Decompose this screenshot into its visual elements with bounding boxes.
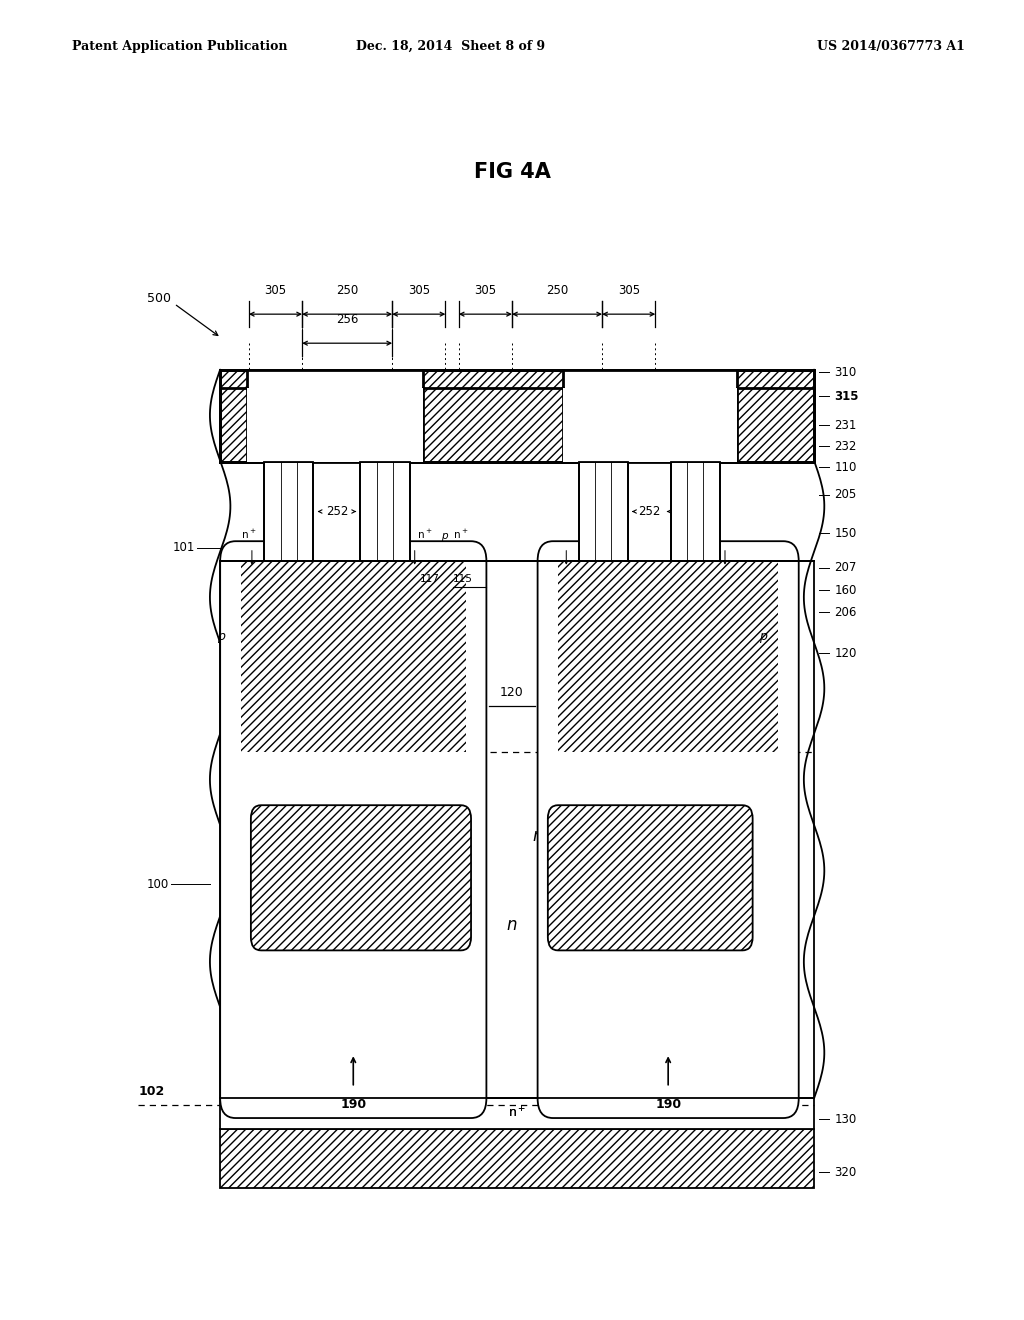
Bar — [247, 388, 423, 462]
Text: 190: 190 — [340, 1098, 367, 1111]
Bar — [671, 462, 720, 561]
Text: 100: 100 — [146, 878, 169, 891]
Text: US 2014/0367773 A1: US 2014/0367773 A1 — [817, 40, 965, 53]
Text: 110: 110 — [835, 461, 857, 474]
Text: 310: 310 — [835, 366, 857, 379]
Text: 130: 130 — [835, 1113, 857, 1126]
Text: n: n — [507, 916, 517, 935]
FancyBboxPatch shape — [251, 805, 471, 950]
Text: 231: 231 — [835, 418, 857, 432]
Bar — [579, 462, 628, 561]
Text: Patent Application Publication: Patent Application Publication — [72, 40, 287, 53]
Text: 252: 252 — [326, 506, 348, 517]
Text: 305: 305 — [617, 284, 640, 297]
Text: n$^+$: n$^+$ — [417, 528, 433, 541]
Text: 120: 120 — [500, 686, 524, 700]
Text: 232: 232 — [835, 440, 857, 453]
Text: 315: 315 — [835, 389, 859, 403]
Bar — [558, 561, 778, 752]
Text: 206: 206 — [835, 606, 857, 619]
Text: n$^+$: n$^+$ — [508, 1106, 526, 1121]
Bar — [563, 388, 737, 462]
Text: 250: 250 — [546, 284, 568, 297]
Bar — [220, 561, 814, 1098]
FancyBboxPatch shape — [548, 805, 753, 950]
Bar — [360, 462, 410, 561]
Bar — [628, 462, 671, 561]
Text: 305: 305 — [264, 284, 287, 297]
Text: 101: 101 — [172, 541, 195, 554]
Bar — [220, 1129, 814, 1188]
Bar — [579, 462, 628, 561]
Text: n$^+$: n$^+$ — [508, 1106, 526, 1121]
Text: 305: 305 — [408, 284, 430, 297]
Text: Dec. 18, 2014  Sheet 8 of 9: Dec. 18, 2014 Sheet 8 of 9 — [356, 40, 545, 53]
Text: 150: 150 — [835, 527, 857, 540]
Text: p: p — [759, 631, 767, 643]
Text: n$^+$: n$^+$ — [453, 528, 469, 541]
Text: 250: 250 — [336, 284, 358, 297]
Text: 205: 205 — [835, 488, 857, 502]
Bar — [241, 561, 466, 752]
Bar — [671, 462, 720, 561]
FancyBboxPatch shape — [220, 541, 486, 1118]
Text: 190: 190 — [655, 1098, 681, 1111]
Bar — [264, 462, 313, 561]
Text: 207: 207 — [835, 561, 857, 574]
Bar — [247, 370, 423, 462]
Text: n$^+$: n$^+$ — [241, 528, 257, 541]
Text: n: n — [532, 828, 543, 845]
Text: 305: 305 — [474, 284, 497, 297]
Bar — [220, 370, 814, 462]
Bar — [563, 370, 737, 462]
Text: 320: 320 — [835, 1166, 857, 1179]
Text: 500: 500 — [146, 292, 171, 305]
FancyBboxPatch shape — [538, 541, 799, 1118]
Text: 115: 115 — [453, 574, 472, 585]
Text: 252: 252 — [638, 506, 660, 517]
Bar — [264, 462, 313, 561]
Text: 120: 120 — [835, 647, 857, 660]
Text: 160: 160 — [835, 583, 857, 597]
Bar — [313, 462, 360, 561]
Bar — [220, 1098, 814, 1129]
Text: p: p — [441, 531, 447, 541]
Text: p: p — [217, 631, 225, 643]
Text: 256: 256 — [336, 313, 358, 326]
Text: 117: 117 — [420, 574, 439, 585]
Text: 102: 102 — [138, 1085, 165, 1098]
Bar — [360, 462, 410, 561]
Text: FIG 4A: FIG 4A — [473, 161, 551, 182]
